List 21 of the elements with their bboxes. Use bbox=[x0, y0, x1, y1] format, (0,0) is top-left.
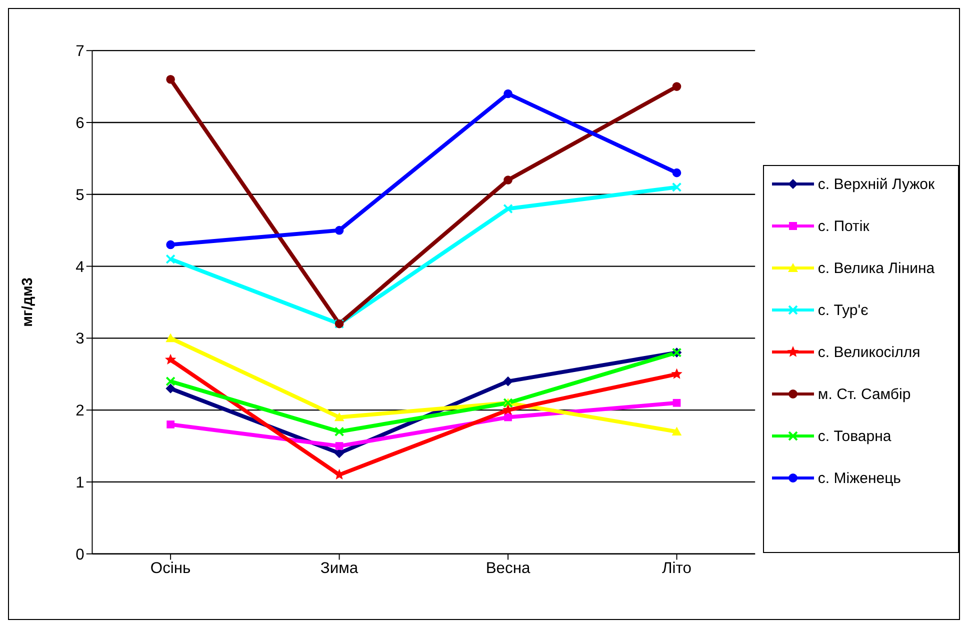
x-tick-label: Весна bbox=[486, 560, 530, 577]
y-tick-label: 2 bbox=[76, 402, 84, 420]
legend-label: с. Тур'є bbox=[818, 302, 868, 320]
y-tick-label: 4 bbox=[76, 258, 85, 276]
y-tick-label: 0 bbox=[76, 546, 85, 564]
legend-label: м. Ст. Самбір bbox=[818, 386, 911, 404]
x-tick-label: Літо bbox=[662, 560, 692, 577]
legend-label: с. Верхній Лужок bbox=[818, 176, 935, 194]
x-tick-label: Осінь bbox=[150, 560, 191, 577]
y-tick-label: 5 bbox=[76, 186, 85, 204]
y-tick-label: 3 bbox=[76, 330, 85, 348]
y-tick-label: 1 bbox=[76, 474, 84, 492]
y-tick-label: 6 bbox=[76, 115, 85, 132]
legend-label: с. Потік bbox=[818, 218, 870, 236]
legend-label: с. Міженець bbox=[818, 470, 901, 488]
legend-label: с. Велика Лінина bbox=[818, 260, 935, 278]
y-tick-label: 7 bbox=[76, 43, 84, 60]
legend-label: с. Товарна bbox=[818, 428, 892, 446]
y-axis-title: мг/дм3 bbox=[20, 278, 36, 327]
legend-label: с. Великосілля bbox=[818, 344, 920, 362]
x-tick-label: Зима bbox=[320, 560, 358, 577]
